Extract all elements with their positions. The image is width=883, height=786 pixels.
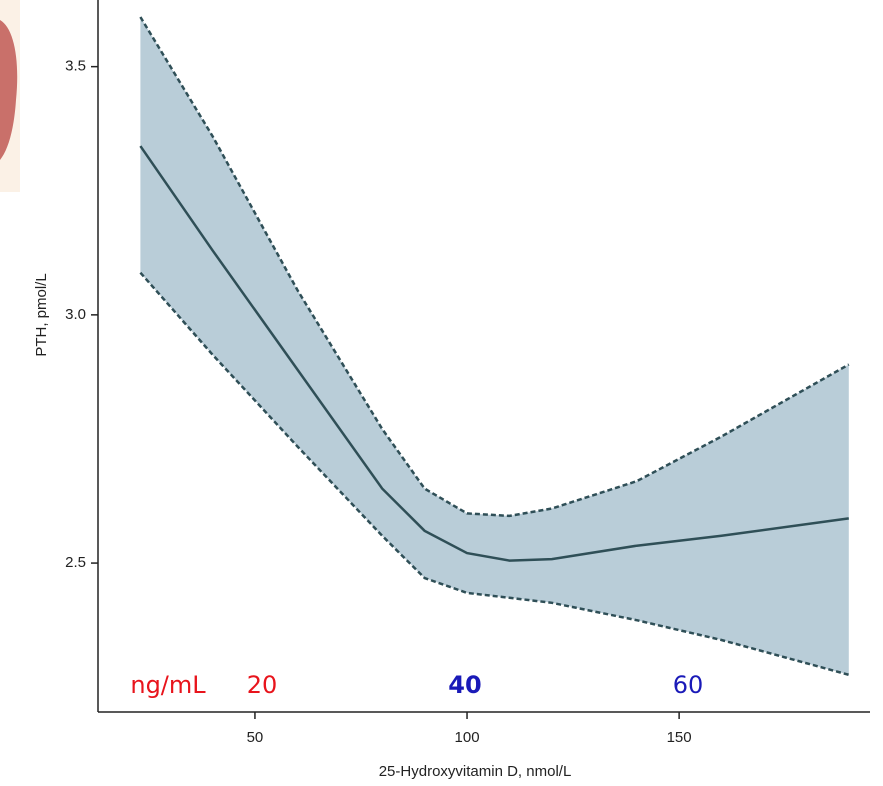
y-tick-label: 2.5 xyxy=(65,554,86,571)
annotation: ng/mL xyxy=(130,671,206,699)
x-axis-title: 25-Hydroxyvitamin D, nmol/L xyxy=(379,763,572,780)
estimate-line xyxy=(139,145,849,562)
lower-bound xyxy=(139,271,850,677)
x-tick-label: 150 xyxy=(667,729,692,746)
y-tick-label: 3.0 xyxy=(65,306,86,323)
y-axis-title: PTH, pmol/L xyxy=(33,273,50,356)
annotation: 60 xyxy=(673,671,704,699)
x-tick-label: 50 xyxy=(247,729,264,746)
y-tick-label: 3.5 xyxy=(65,58,86,75)
image-fragment xyxy=(0,0,20,192)
annotation: 40 xyxy=(448,671,481,699)
confidence-band xyxy=(140,17,849,675)
annotation: 20 xyxy=(247,671,278,699)
x-tick-label: 100 xyxy=(455,729,480,746)
upper-bound xyxy=(139,16,850,518)
